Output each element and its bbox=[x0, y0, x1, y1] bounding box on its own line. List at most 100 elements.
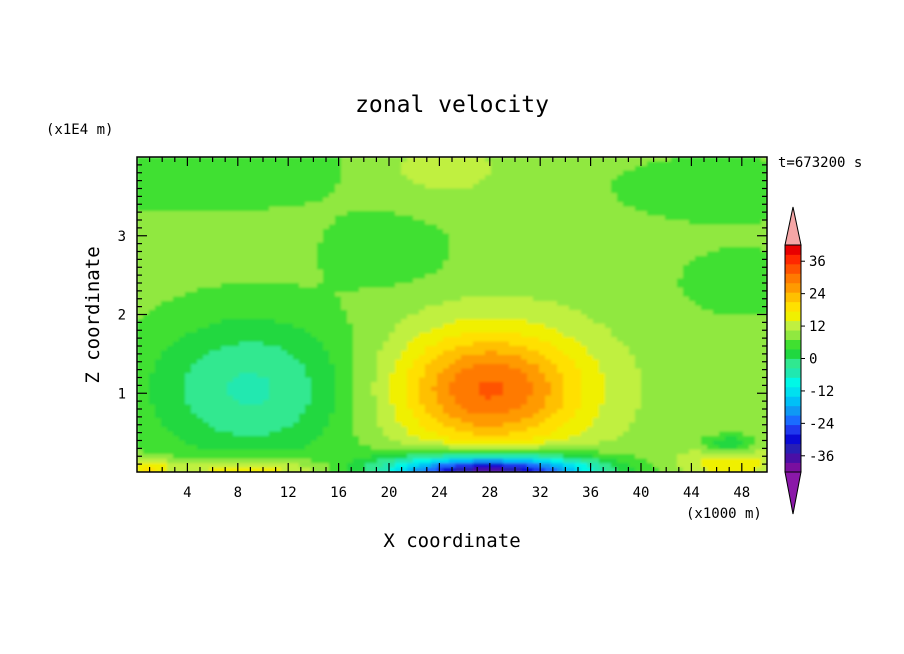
contour-cell bbox=[713, 296, 720, 302]
contour-cell bbox=[611, 350, 618, 356]
contour-cell bbox=[701, 301, 708, 307]
contour-cell bbox=[161, 341, 168, 347]
contour-cell bbox=[641, 337, 648, 343]
contour-cell bbox=[239, 166, 246, 172]
contour-cell bbox=[551, 323, 558, 329]
contour-cell bbox=[635, 251, 642, 257]
contour-cell bbox=[743, 175, 750, 181]
contour-cell bbox=[623, 301, 630, 307]
contour-cell bbox=[455, 260, 462, 266]
contour-cell bbox=[737, 211, 744, 217]
contour-cell bbox=[671, 314, 678, 320]
contour-cell bbox=[587, 220, 594, 226]
contour-cell bbox=[311, 296, 318, 302]
contour-cell bbox=[209, 296, 216, 302]
contour-cell bbox=[305, 314, 312, 320]
contour-cell bbox=[185, 233, 192, 239]
contour-cell bbox=[539, 319, 546, 325]
contour-cell bbox=[491, 175, 498, 181]
contour-cell bbox=[587, 283, 594, 289]
contour-cell bbox=[317, 328, 324, 334]
contour-cell bbox=[425, 359, 432, 365]
contour-cell bbox=[665, 274, 672, 280]
contour-cell bbox=[245, 310, 252, 316]
contour-cell bbox=[227, 197, 234, 203]
contour-cell bbox=[653, 193, 660, 199]
contour-cell bbox=[359, 211, 366, 217]
contour-cell bbox=[155, 359, 162, 365]
contour-cell bbox=[155, 224, 162, 230]
contour-cell bbox=[395, 355, 402, 361]
contour-cell bbox=[311, 175, 318, 181]
contour-cell bbox=[677, 161, 684, 167]
contour-cell bbox=[377, 238, 384, 244]
contour-cell bbox=[155, 247, 162, 253]
contour-cell bbox=[683, 247, 690, 253]
contour-cell bbox=[281, 206, 288, 212]
contour-cell bbox=[299, 359, 306, 365]
contour-cell bbox=[497, 319, 504, 325]
contour-cell bbox=[335, 301, 342, 307]
contour-cell bbox=[239, 215, 246, 221]
contour-cell bbox=[539, 166, 546, 172]
contour-cell bbox=[635, 224, 642, 230]
contour-cell bbox=[137, 332, 144, 338]
contour-cell bbox=[233, 251, 240, 257]
contour-cell bbox=[293, 265, 300, 271]
contour-cell bbox=[311, 170, 318, 176]
contour-cell bbox=[653, 238, 660, 244]
contour-cell bbox=[161, 287, 168, 293]
contour-cell bbox=[281, 296, 288, 302]
contour-cell bbox=[383, 202, 390, 208]
contour-cell bbox=[311, 229, 318, 235]
contour-cell bbox=[473, 314, 480, 320]
contour-cell bbox=[179, 328, 186, 334]
contour-cell bbox=[443, 161, 450, 167]
contour-cell bbox=[671, 157, 678, 163]
contour-cell bbox=[305, 310, 312, 316]
contour-cell bbox=[647, 220, 654, 226]
contour-cell bbox=[179, 166, 186, 172]
contour-cell bbox=[545, 278, 552, 284]
contour-cell bbox=[215, 229, 222, 235]
contour-cell bbox=[605, 323, 612, 329]
contour-cell bbox=[293, 341, 300, 347]
contour-cell bbox=[143, 193, 150, 199]
contour-cell bbox=[209, 188, 216, 194]
contour-cell bbox=[557, 310, 564, 316]
contour-cell bbox=[551, 301, 558, 307]
contour-cell bbox=[413, 314, 420, 320]
contour-cell bbox=[521, 346, 528, 352]
contour-cell bbox=[305, 206, 312, 212]
contour-cell bbox=[305, 256, 312, 262]
contour-cell bbox=[695, 364, 702, 370]
contour-cell bbox=[497, 229, 504, 235]
contour-cell bbox=[641, 341, 648, 347]
contour-cell bbox=[239, 328, 246, 334]
contour-cell bbox=[713, 364, 720, 370]
contour-cell bbox=[281, 260, 288, 266]
contour-cell bbox=[707, 233, 714, 239]
contour-cell bbox=[305, 260, 312, 266]
contour-cell bbox=[245, 265, 252, 271]
contour-cell bbox=[197, 202, 204, 208]
contour-cell bbox=[551, 166, 558, 172]
contour-cell bbox=[311, 314, 318, 320]
contour-cell bbox=[191, 350, 198, 356]
contour-cell bbox=[515, 332, 522, 338]
contour-cell bbox=[503, 296, 510, 302]
contour-cell bbox=[413, 274, 420, 280]
contour-cell bbox=[623, 328, 630, 334]
contour-cell bbox=[377, 251, 384, 257]
contour-cell bbox=[725, 157, 732, 163]
contour-cell bbox=[287, 170, 294, 176]
contour-cell bbox=[401, 274, 408, 280]
contour-cell bbox=[449, 278, 456, 284]
contour-cell bbox=[467, 215, 474, 221]
contour-cell bbox=[731, 310, 738, 316]
contour-cell bbox=[209, 337, 216, 343]
contour-cell bbox=[299, 314, 306, 320]
contour-cell bbox=[497, 197, 504, 203]
contour-cell bbox=[275, 224, 282, 230]
contour-cell bbox=[593, 202, 600, 208]
